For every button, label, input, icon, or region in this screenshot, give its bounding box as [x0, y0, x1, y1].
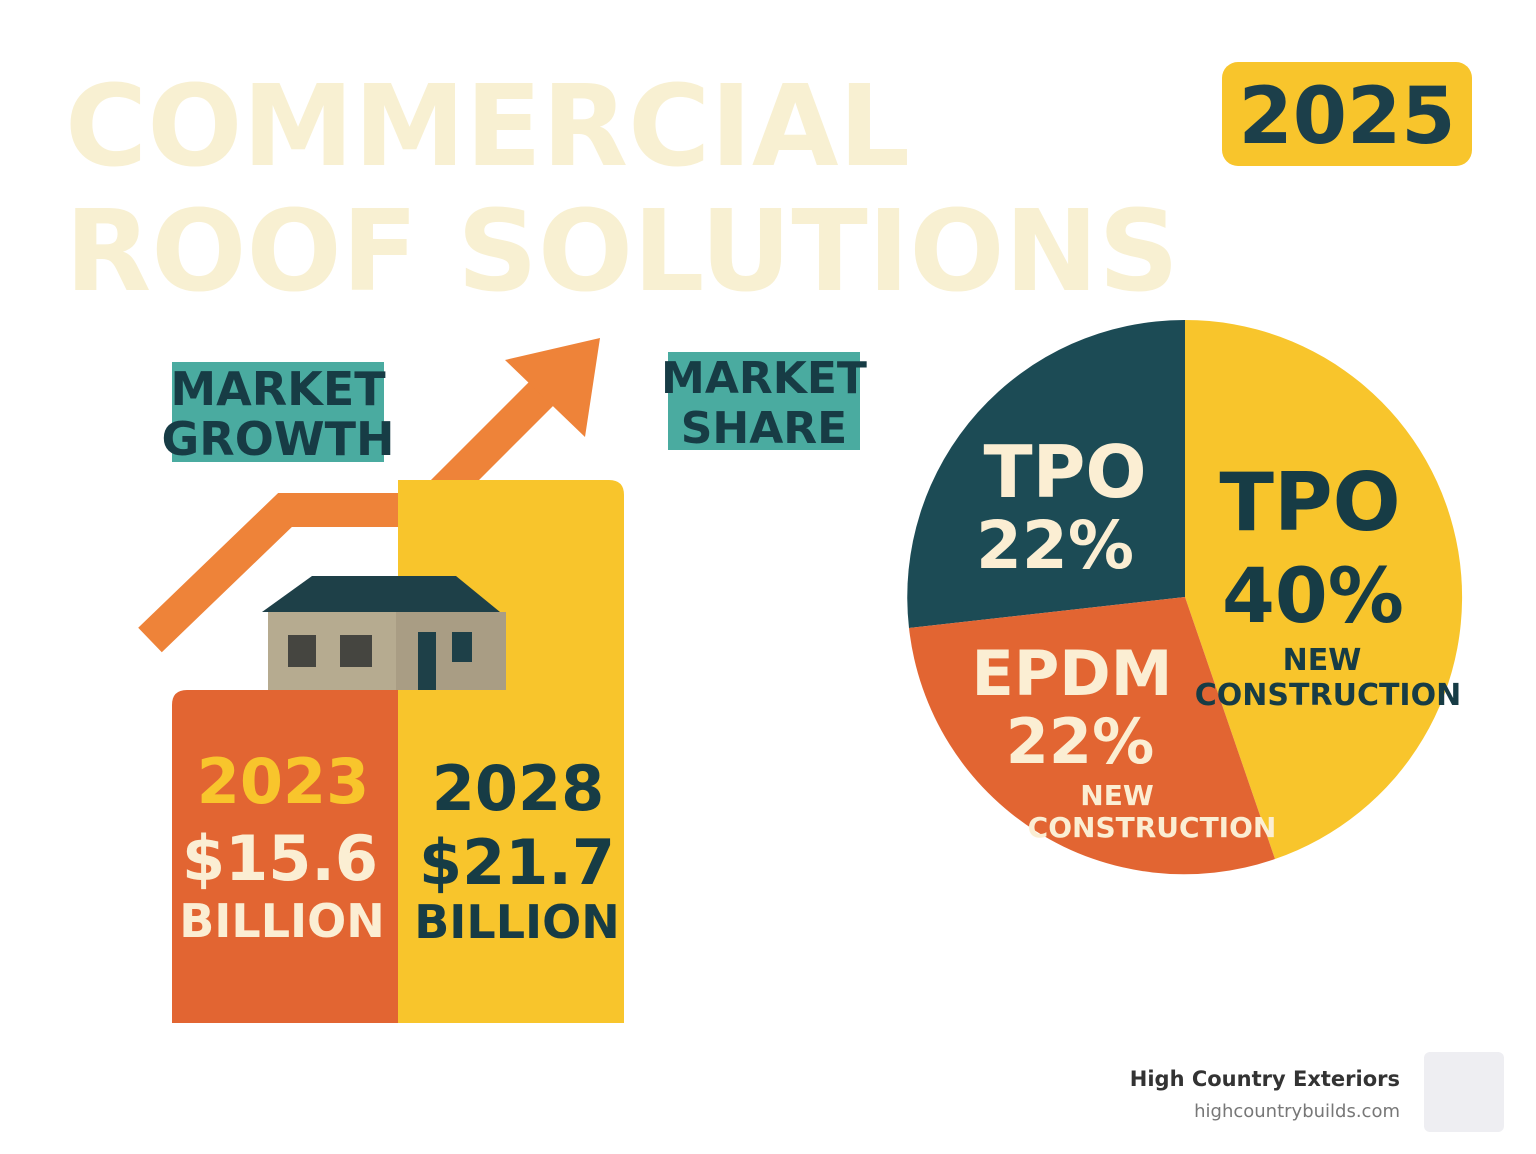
title-line: ROOF SOLUTIONS	[65, 187, 1179, 317]
pie-slice	[1185, 320, 1463, 859]
growth-label: GROWTH	[162, 412, 395, 466]
house-window	[288, 635, 316, 667]
bar-year: 2023	[197, 745, 370, 818]
house-door	[418, 632, 436, 690]
slice-note: CONSTRUCTION	[1028, 811, 1277, 844]
bar-amount: $21.7	[419, 826, 615, 899]
slice-note: NEW	[1283, 643, 1362, 678]
year-badge-text: 2025	[1238, 72, 1455, 162]
slice-name: EPDM	[972, 637, 1173, 710]
pie-slice	[907, 319, 1185, 628]
year-badge	[1222, 62, 1472, 166]
share-label: MARKET	[661, 353, 867, 404]
slice-name: TPO	[1219, 456, 1400, 549]
slice-percent: 22%	[976, 507, 1134, 584]
slice-note: NEW	[1080, 779, 1154, 812]
house-wall	[396, 612, 506, 690]
bar-unit: BILLION	[414, 895, 620, 949]
label-bg	[668, 352, 860, 450]
bar-amount: $15.6	[182, 822, 378, 895]
slice-note: CONSTRUCTION	[1195, 678, 1461, 713]
house-window	[452, 632, 472, 662]
arrow-head	[505, 338, 600, 437]
house-roof	[262, 576, 500, 612]
company-name: High Country Exteriors	[1130, 1067, 1400, 1091]
growth-label: MARKET	[170, 362, 386, 416]
bar-unit: BILLION	[179, 894, 385, 948]
slice-percent: 22%	[1006, 705, 1154, 778]
website: highcountrybuilds.com	[1194, 1101, 1400, 1122]
growth-arrow	[138, 367, 568, 653]
share-label: SHARE	[681, 403, 848, 454]
bar-2023	[172, 690, 398, 1023]
pie-slice	[909, 597, 1275, 875]
label-bg	[172, 362, 384, 462]
house-window	[340, 635, 372, 667]
slice-name: TPO	[983, 430, 1146, 514]
house-wall	[268, 612, 396, 690]
slice-percent: 40%	[1222, 551, 1404, 640]
logo	[1424, 1052, 1504, 1132]
title-line: COMMERCIAL	[65, 62, 910, 192]
bar-year: 2028	[432, 752, 605, 825]
